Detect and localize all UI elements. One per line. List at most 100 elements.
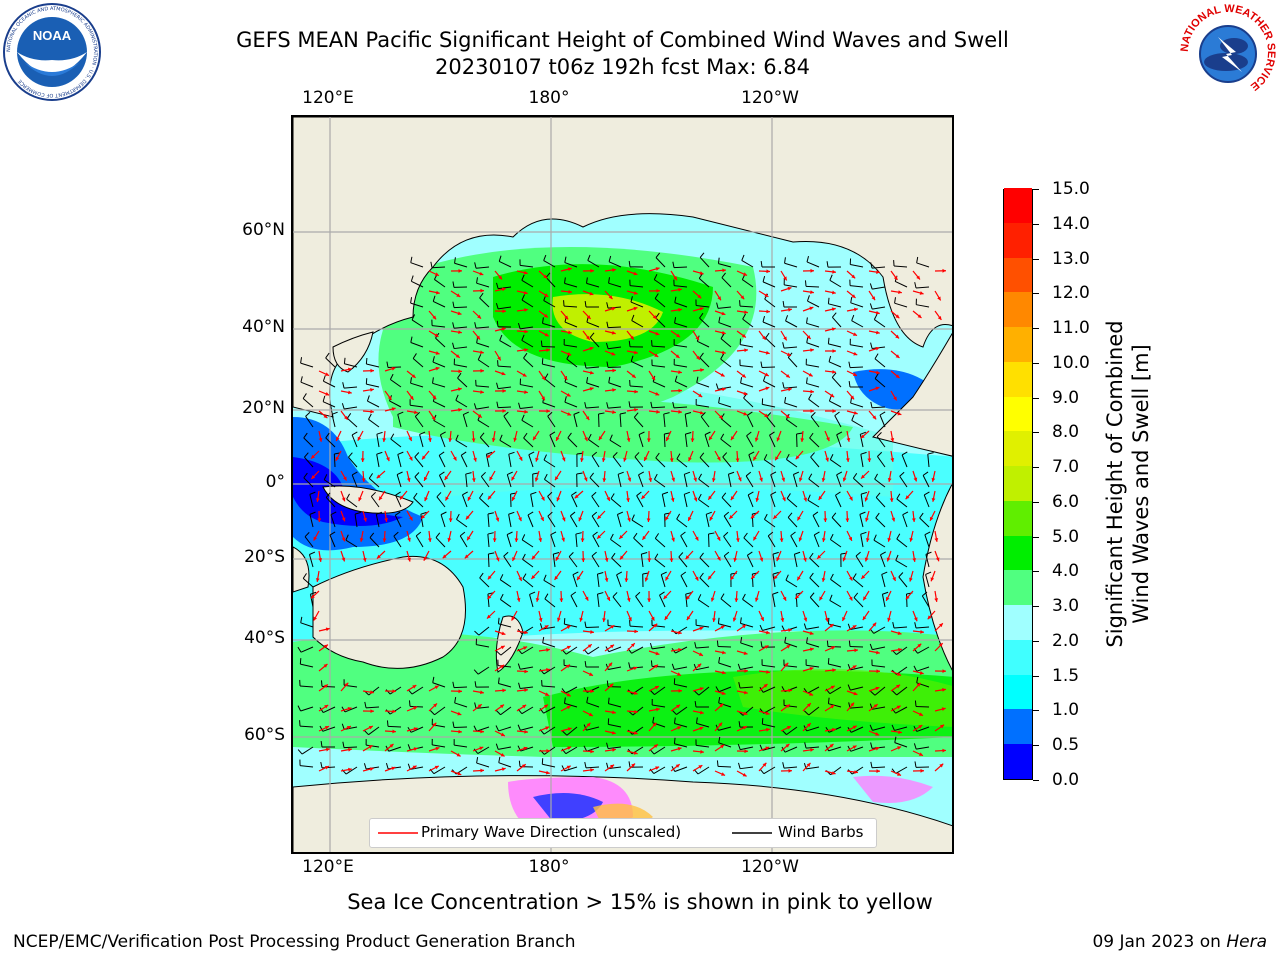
wind-barb-flag [699,552,704,559]
wave-direction-arrowhead [392,709,396,714]
wind-barb-flag [607,697,610,704]
wave-direction-arrowhead [920,768,924,773]
wind-barb [674,344,688,348]
wave-direction-arrowhead [413,747,418,751]
wave-direction-arrowhead [589,346,594,351]
wind-barb [893,626,908,629]
wind-barb [435,537,446,548]
wind-barb-flag [542,636,545,643]
wave-direction-arrowhead [480,390,484,394]
wave-direction-arrowhead [711,478,716,482]
wind-barb [394,515,402,528]
wind-barb-flag [716,640,719,647]
wave-direction-arrowhead [458,689,462,694]
wave-direction-arrowhead [766,727,770,732]
wind-barb [895,281,908,288]
wind-barb-flag [694,642,697,649]
wave-direction-arrowhead [458,729,462,734]
wind-barb [478,626,490,636]
wave-direction-arrowhead [830,705,835,709]
wind-barb-flag [330,511,337,516]
wind-barb [608,723,622,728]
wind-barb [830,578,842,588]
wind-barb-flag [870,761,873,768]
wave-direction-arrowhead [518,456,523,461]
wave-direction-arrowhead [937,315,942,320]
wind-barb-flag [376,511,383,515]
wave-direction-arrowhead [817,554,822,559]
wave-direction-arrowhead [929,516,934,521]
wind-barb-flag [661,571,667,576]
wind-barb [651,665,666,668]
wind-barb [586,366,600,369]
colorbar-tick-label: 12.0 [1052,283,1090,304]
wind-barb [919,517,930,528]
wave-direction-arrowhead [895,374,900,378]
wave-direction-arrowhead [434,272,439,276]
wind-barb-flag [809,552,814,559]
wind-barb [810,416,820,428]
wind-barb [476,762,490,768]
wind-barb-flag [706,511,712,515]
wave-direction-arrowhead [433,703,437,708]
wind-barb-flag [770,471,777,476]
wind-barb-flag [663,412,670,415]
wind-barb-flag [473,403,477,410]
wind-barb-flag [894,736,897,743]
wind-barb-flag [611,552,616,559]
wave-direction-arrowhead [524,390,528,394]
wave-direction-arrowhead [776,437,781,442]
wind-barb-flag [698,493,702,500]
wind-barb-flag [764,513,768,520]
wave-direction-arrowhead [786,726,791,730]
wave-direction-arrowhead [798,477,803,482]
wind-barb-flag [619,412,627,415]
wind-barb [915,705,930,708]
wave-direction-arrowhead [853,411,858,415]
wave-direction-arrowhead [310,594,315,599]
wind-barb [836,434,842,448]
wind-barb [522,578,534,588]
colorbar-tick-mark [1033,745,1039,747]
wind-barb [763,459,776,468]
wind-barb [500,646,512,656]
wind-barb [498,762,512,768]
wind-barb [596,574,600,588]
wind-barb [746,435,754,448]
wind-barb [521,419,534,428]
colorbar-tick-mark [1033,189,1039,190]
wave-direction-arrowhead [597,534,602,539]
wind-barb-flag [385,709,391,715]
wind-barb [520,264,534,268]
wind-barb [410,766,424,770]
wave-direction-arrowhead [612,368,616,373]
wave-direction-arrowhead [335,456,340,461]
wave-direction-arrowhead [721,311,726,316]
wave-direction-arrowhead [829,743,834,748]
wind-barb-flag [598,412,605,415]
wind-barb [810,456,820,468]
wind-barb [723,515,732,528]
wave-direction-arrowhead [567,352,572,356]
wind-barb [530,494,534,508]
wind-barb [308,554,314,568]
wave-direction-arrowhead [523,270,528,275]
wave-direction-arrowhead [803,497,808,502]
colorbar-segment [1004,326,1032,362]
wave-direction-arrowhead [516,597,521,602]
wave-direction-arrowhead [323,414,328,419]
wind-barb-flag [650,660,653,667]
wave-direction-arrowhead [938,623,943,628]
wind-barb [881,594,886,608]
wave-direction-arrowhead [785,414,790,418]
wave-direction-arrowhead [942,268,946,273]
wind-barb [585,766,600,769]
wind-barb [746,555,754,568]
wind-barb [872,726,886,731]
wind-barb [564,381,578,388]
wave-direction-arrowhead [413,727,418,731]
wave-direction-arrowhead [806,703,811,708]
wind-barb [740,382,754,388]
wave-direction-arrowhead [942,748,946,753]
wind-barb-flag [870,342,873,349]
